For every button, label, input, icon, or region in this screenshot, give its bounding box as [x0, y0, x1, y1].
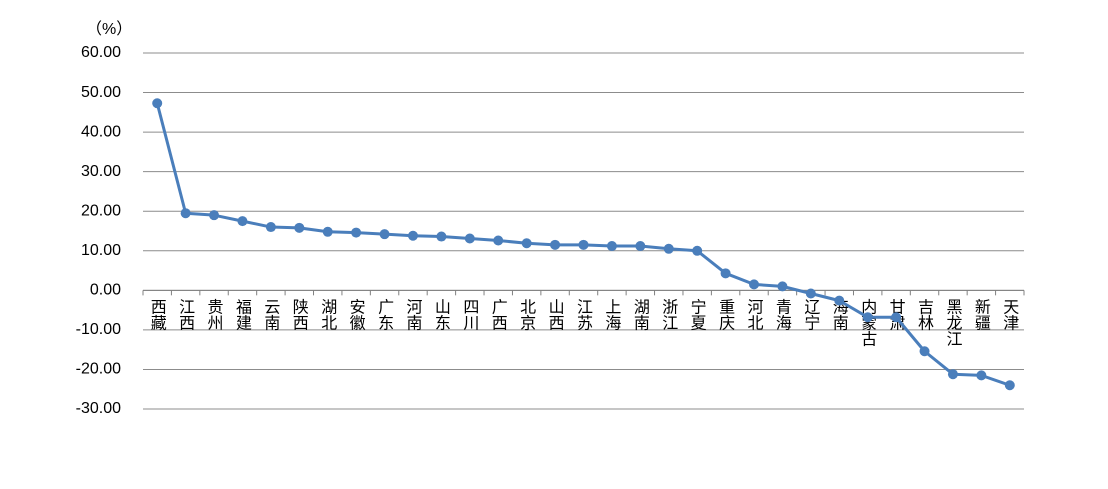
y-tick-label: 30.00 — [81, 163, 121, 180]
point — [265, 222, 276, 233]
x-tick-label: 吉林 — [915, 298, 934, 330]
point — [436, 231, 447, 242]
x-tick-label: 黑龙江 — [943, 298, 962, 346]
x-tick-label: 浙江 — [659, 298, 678, 330]
point — [578, 239, 589, 250]
point — [692, 245, 703, 256]
x-tick-label: 云南 — [261, 298, 280, 330]
point — [407, 230, 418, 241]
x-tick-label: 江西 — [176, 298, 195, 330]
x-tick-label: 湖北 — [318, 298, 337, 330]
x-tick-label: 福建 — [233, 298, 252, 330]
y-tick-label: 20.00 — [81, 202, 121, 219]
x-tick-label: 江苏 — [574, 298, 593, 331]
point — [606, 241, 617, 252]
y-tick-label: -10.00 — [76, 321, 121, 338]
point — [379, 229, 390, 240]
point — [663, 243, 674, 254]
point — [947, 369, 958, 380]
point — [1004, 380, 1015, 391]
x-tick-label: 宁夏 — [688, 298, 707, 330]
y-tick-label: -30.00 — [76, 400, 121, 417]
point — [180, 208, 191, 219]
y-axis-label: （%） — [86, 20, 132, 38]
point — [749, 279, 760, 290]
x-tick-label: 新疆 — [972, 298, 991, 330]
point — [834, 295, 845, 306]
x-tick-label: 山西 — [546, 298, 565, 330]
y-tick-label: -20.00 — [76, 361, 121, 378]
x-tick-label: 贵州 — [205, 298, 224, 330]
point — [635, 241, 646, 252]
x-tick-label: 辽宁 — [801, 298, 820, 330]
point — [322, 226, 333, 237]
point — [777, 281, 788, 292]
point — [919, 346, 930, 357]
x-tick-label: 陕西 — [290, 298, 309, 330]
point — [521, 238, 532, 249]
point — [550, 239, 561, 250]
y-tick-label: 40.00 — [81, 123, 121, 140]
point — [976, 370, 987, 381]
point — [294, 222, 305, 233]
x-tick-label: 重庆 — [716, 298, 735, 330]
point — [209, 210, 220, 221]
y-tick-label: 50.00 — [81, 84, 121, 101]
x-tick-label: 河南 — [403, 298, 422, 330]
x-tick-label: 内蒙古 — [858, 298, 877, 346]
point — [493, 235, 504, 246]
x-tick-label: 山东 — [432, 298, 451, 330]
point — [351, 227, 362, 238]
x-tick-label: 北京 — [517, 298, 536, 331]
x-tick-label: 四川 — [460, 298, 479, 330]
x-tick-label: 广东 — [375, 298, 394, 330]
x-tick-label: 安徽 — [347, 298, 366, 330]
point — [862, 312, 873, 323]
point — [237, 216, 248, 227]
y-tick-label: 0.00 — [90, 282, 121, 299]
point — [891, 312, 902, 323]
x-tick-label: 海南 — [830, 298, 849, 330]
y-tick-label: 10.00 — [81, 242, 121, 259]
point — [805, 288, 816, 299]
x-tick-label: 湖南 — [631, 298, 650, 330]
x-tick-label: 天津 — [1000, 298, 1019, 330]
point — [464, 233, 475, 244]
point — [152, 98, 163, 109]
x-tick-label: 上海 — [602, 298, 621, 330]
x-tick-label: 青海 — [773, 298, 792, 330]
point — [720, 268, 731, 279]
y-tick-label: 60.00 — [81, 44, 121, 61]
x-tick-label: 广西 — [489, 298, 508, 330]
x-tick-label: 西藏 — [148, 298, 167, 331]
x-tick-label: 河北 — [745, 298, 764, 330]
